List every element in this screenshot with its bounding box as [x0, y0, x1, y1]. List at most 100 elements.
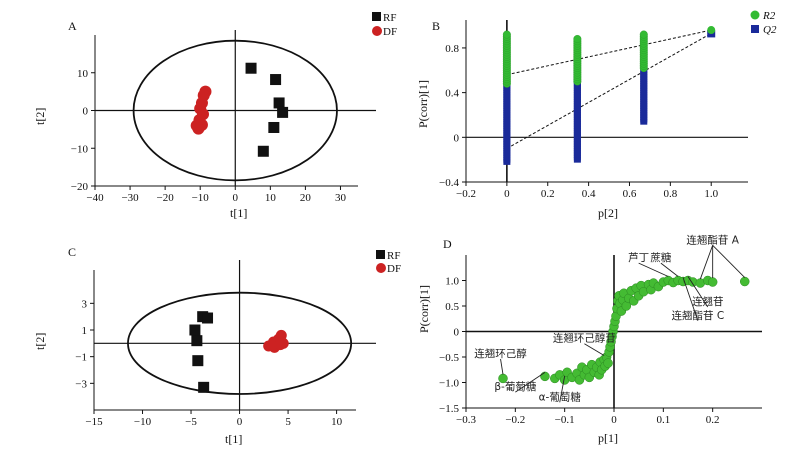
x-tick-label: 0.6: [623, 188, 637, 200]
legend-r2-text: R2: [762, 10, 776, 22]
x-tick-label: −15: [85, 416, 103, 428]
x-tick-label: −0.2: [456, 188, 476, 200]
confidence-ellipse: [127, 291, 353, 395]
annotation-label: 连翘环己醇: [474, 347, 527, 360]
panel-a-label: A: [68, 19, 77, 33]
panel-c: C −15 −10 −5 0 5 10 −3 −1 1 3 t[1] t[2] RF DF: [33, 245, 401, 446]
x-tick-label: 0.4: [582, 188, 596, 200]
annotation-label: 连翘酯苷 A: [686, 233, 739, 246]
panel-b-ylabel: P(corr)[1]: [416, 80, 430, 128]
y-tick-label: 0.4: [445, 88, 459, 100]
y-tick-label: 0: [454, 132, 460, 144]
x-tick-label: 5: [285, 416, 291, 428]
panel-d: D −0.3 −0.2 −0.1 0 0.1 0.2 −1.5 −1.0 −0.5 0 0.5 1.0…: [417, 233, 762, 445]
y-tick-label: 1: [82, 325, 88, 337]
legend-df-marker: [372, 26, 382, 36]
x-tick-label: 0: [237, 416, 243, 428]
annotation-leader: [515, 372, 546, 393]
s-plot-point: [739, 276, 750, 287]
confidence-ellipse: [132, 39, 338, 182]
panel-a-legend: RF DF: [372, 12, 397, 38]
panel-c-legend: RF DF: [376, 250, 401, 275]
x-tick-label: 0.2: [541, 188, 555, 200]
annotation-label: α-葡萄糖: [539, 390, 582, 403]
s-plot-point: [707, 277, 718, 287]
rf-point: [273, 97, 285, 109]
x-tick-label: 0: [611, 414, 617, 426]
annotation-label: 芦丁: [628, 252, 649, 264]
x-tick-label: 0: [233, 192, 239, 204]
df-point: [274, 339, 286, 351]
x-tick-label: −30: [121, 192, 139, 204]
legend-q2-text: Q2: [763, 24, 777, 36]
x-tick-label: 10: [331, 416, 343, 428]
r2-point: [502, 30, 511, 39]
rf-point: [202, 312, 214, 324]
x-tick-label: −5: [185, 416, 197, 428]
r2-point: [573, 34, 582, 43]
annotation-leader: [712, 244, 746, 278]
annotation-leader: [687, 276, 709, 308]
panel-b: B −0.2 0 0.2 0.4 0.6 0.8 1.0 −0.4 0 0.4 0.8 p[2] P…: [416, 10, 777, 220]
x-tick-label: −0.3: [456, 414, 476, 426]
legend-r2-label: R2: [762, 10, 776, 22]
legend-df-marker: [376, 263, 386, 273]
panel-d-label: D: [443, 237, 452, 251]
x-tick-label: 0: [504, 188, 510, 200]
y-tick-label: 0: [83, 106, 89, 118]
y-tick-label: −1: [75, 352, 87, 364]
fit-dashed-line: [506, 32, 712, 149]
annotation-label: 蔗糖: [650, 251, 671, 264]
y-tick-label: 0: [454, 327, 460, 339]
rf-point: [268, 121, 280, 133]
panel-c-label: C: [68, 245, 76, 259]
legend-q2-label: Q2: [763, 24, 777, 36]
y-tick-label: −1.5: [439, 403, 459, 415]
panel-b-xlabel: p[2]: [598, 206, 618, 220]
legend-rf-label: RF: [387, 250, 400, 262]
y-tick-label: −1.0: [439, 378, 459, 390]
annotation-leader: [584, 343, 605, 356]
x-tick-label: 0.2: [706, 414, 720, 426]
panel-b-legend: R2 Q2: [750, 10, 777, 36]
legend-df-label: DF: [387, 263, 401, 275]
y-tick-label: 1.0: [445, 276, 459, 288]
annotation-leader: [559, 375, 566, 403]
rf-point: [245, 62, 257, 74]
y-tick-label: −0.4: [439, 177, 459, 189]
x-tick-label: 30: [335, 192, 347, 204]
rf-point: [192, 355, 204, 367]
annotation-leader: [699, 245, 714, 280]
x-tick-label: −10: [134, 416, 152, 428]
fit-dashed-line: [506, 29, 712, 76]
legend-rf-marker: [376, 250, 385, 259]
annotation-leader: [660, 262, 679, 277]
x-tick-label: 1.0: [704, 188, 718, 200]
legend-rf-marker: [372, 12, 381, 21]
annotation-leader: [682, 277, 699, 321]
x-tick-label: 0.8: [663, 188, 677, 200]
panel-d-ylabel: P(corr)[1]: [417, 285, 431, 333]
x-tick-label: 10: [265, 192, 277, 204]
annotation-leader: [500, 358, 504, 375]
panel-a: A −40 −30 −20 −10 0 10 20 30 −20 −10 0 10 t[1] t[2]…: [33, 12, 397, 220]
rf-point: [191, 335, 203, 347]
annotation-label: 连翘环己醇苷: [553, 332, 616, 345]
s-plot-point: [603, 358, 613, 368]
s-plot-point: [540, 371, 550, 382]
x-tick-label: 20: [300, 192, 312, 204]
x-tick-label: −10: [192, 192, 210, 204]
rf-point: [257, 145, 269, 157]
panel-a-xlabel: t[1]: [230, 206, 247, 220]
legend-rf-label: RF: [383, 12, 396, 24]
y-tick-label: −10: [71, 143, 89, 155]
legend-df-label: DF: [383, 26, 397, 38]
y-tick-label: 0.5: [445, 301, 459, 313]
rf-point: [270, 74, 282, 86]
r2-point: [707, 26, 716, 35]
x-tick-label: −0.2: [505, 414, 525, 426]
rf-point: [277, 106, 289, 118]
rf-point: [189, 324, 201, 336]
panel-c-xlabel: t[1]: [225, 432, 242, 446]
panel-d-xlabel: p[1]: [598, 431, 618, 445]
